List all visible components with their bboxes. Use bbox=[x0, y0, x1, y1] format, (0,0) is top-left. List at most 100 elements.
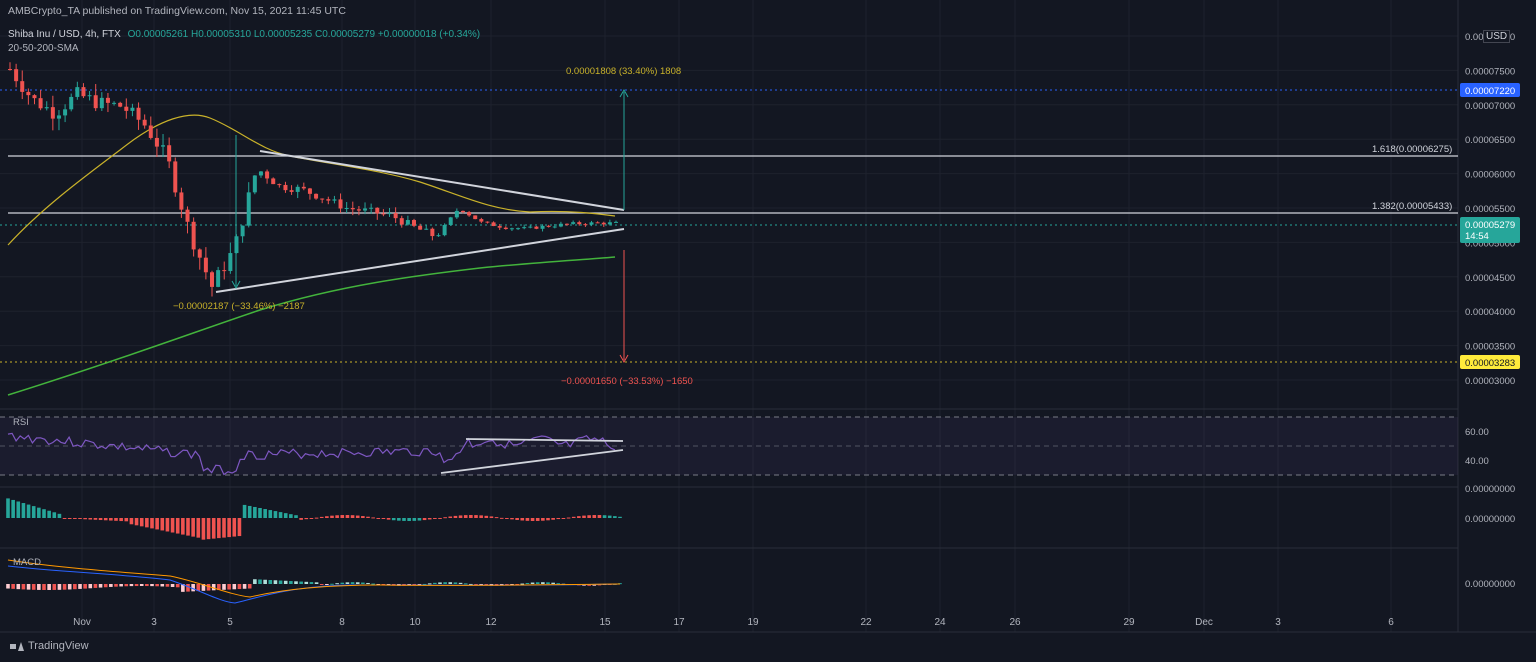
histogram-bar bbox=[335, 515, 339, 518]
macd-bar bbox=[16, 584, 21, 590]
candle-body bbox=[540, 225, 545, 229]
candle-body bbox=[424, 228, 429, 230]
candle-body bbox=[558, 223, 563, 227]
macd-bar bbox=[181, 584, 185, 592]
histogram-bar bbox=[371, 517, 375, 519]
histogram-bar bbox=[561, 518, 566, 519]
histogram-bar bbox=[397, 518, 401, 521]
macd-bar bbox=[217, 584, 221, 591]
histogram-bar bbox=[165, 518, 170, 532]
symbol-name[interactable]: Shiba Inu / USD, 4h, FTX bbox=[8, 29, 121, 40]
macd-bar bbox=[520, 583, 525, 585]
price-tick-label: 0.00007000 bbox=[1465, 101, 1515, 112]
histogram-bar bbox=[319, 516, 324, 518]
macd-label: MACD bbox=[13, 557, 41, 568]
candle-body bbox=[522, 227, 527, 229]
past-drop-annotation: −0.00002187 (−33.46%) −2187 bbox=[173, 301, 305, 312]
histogram-bar bbox=[134, 518, 139, 526]
histogram-bar bbox=[78, 518, 82, 519]
candle-body bbox=[552, 226, 557, 228]
macd-bar bbox=[165, 584, 170, 587]
price-tick-label: 0.00004500 bbox=[1465, 273, 1515, 284]
histogram-bar bbox=[103, 518, 108, 521]
histogram-bar bbox=[469, 515, 473, 518]
macd-bar bbox=[458, 582, 463, 584]
histogram-bar bbox=[6, 498, 10, 518]
histogram-bar bbox=[42, 509, 46, 518]
histogram-bar bbox=[304, 518, 309, 520]
indicator-legend[interactable]: 20-50-200-SMA bbox=[8, 43, 79, 54]
histogram-bar bbox=[21, 503, 26, 518]
candle-body bbox=[142, 119, 147, 126]
macd-bar bbox=[345, 582, 350, 584]
histogram-bar bbox=[520, 518, 525, 521]
candle-body bbox=[265, 171, 270, 179]
histogram-tick-top: 0.00000000 bbox=[1465, 484, 1515, 495]
histogram-bar bbox=[412, 518, 417, 521]
candle-body bbox=[607, 222, 612, 225]
histogram-bar bbox=[607, 515, 612, 518]
candle-body bbox=[332, 199, 337, 201]
candle-body bbox=[75, 87, 80, 97]
macd-bar bbox=[546, 582, 550, 584]
time-tick-label: 5 bbox=[227, 617, 233, 628]
candle-body bbox=[112, 102, 117, 104]
macd-bar bbox=[253, 579, 257, 584]
candle-body bbox=[326, 199, 331, 201]
candle-body bbox=[314, 193, 319, 199]
target-price-tag: 0.00007220 bbox=[1465, 86, 1515, 97]
histogram-bar bbox=[283, 513, 288, 518]
macd-bar bbox=[381, 584, 386, 585]
symbol-title[interactable]: Shiba Inu / USD, 4h, FTX O0.00005261 H0.… bbox=[8, 29, 480, 40]
macd-bar bbox=[309, 582, 314, 584]
triangle-upper-trendline[interactable] bbox=[259, 150, 625, 211]
histogram-bar bbox=[150, 518, 154, 529]
macd-bar bbox=[196, 584, 201, 592]
macd-bar bbox=[109, 584, 113, 587]
candle-body bbox=[295, 186, 300, 192]
macd-bar bbox=[314, 582, 319, 584]
histogram-bar bbox=[592, 515, 597, 518]
macd-bar bbox=[299, 581, 303, 584]
triangle-lower-trendline[interactable] bbox=[215, 228, 625, 293]
histogram-bar bbox=[530, 518, 535, 521]
price-axis[interactable]: 0.000080000.000075000.000070000.00006500… bbox=[1465, 32, 1515, 387]
histogram-bar bbox=[129, 518, 134, 525]
histogram-bar bbox=[422, 518, 427, 521]
rsi-lower-trendline[interactable] bbox=[440, 449, 624, 474]
footer-brand[interactable]: TradingView bbox=[10, 640, 89, 652]
price-tick-label: 0.00005500 bbox=[1465, 204, 1515, 215]
histogram-bar bbox=[299, 518, 303, 520]
macd-bar bbox=[78, 584, 82, 589]
macd-bar bbox=[170, 584, 175, 587]
histogram-bar bbox=[556, 518, 561, 520]
currency-label[interactable]: USD bbox=[1483, 30, 1511, 43]
macd-bar bbox=[448, 582, 453, 584]
rsi-upper-trendline[interactable] bbox=[465, 438, 624, 442]
candle-body bbox=[63, 109, 68, 116]
upside-arrow-head bbox=[619, 88, 629, 98]
stop-price-tag-bg bbox=[1460, 355, 1520, 369]
histogram-bar bbox=[109, 518, 113, 521]
histogram-bar bbox=[73, 518, 77, 519]
candle-body bbox=[369, 207, 374, 209]
candle-body bbox=[614, 221, 618, 223]
macd-bar bbox=[479, 584, 483, 586]
candle-body bbox=[20, 81, 25, 92]
macd-bar bbox=[556, 583, 561, 585]
macd-bar bbox=[6, 584, 10, 589]
candle-body bbox=[118, 102, 123, 107]
macd-bar bbox=[530, 582, 535, 584]
time-axis[interactable]: Nov 3 5 8 10 12 15 17 19 22 24 26 29 Dec 3 6 bbox=[73, 617, 1394, 628]
macd-bar bbox=[335, 583, 339, 585]
candle-body bbox=[418, 225, 423, 230]
histogram-bar bbox=[247, 505, 252, 518]
candle-body bbox=[173, 161, 178, 193]
macd-bar bbox=[361, 582, 365, 584]
histogram-bar bbox=[355, 515, 360, 518]
candle-body bbox=[460, 210, 465, 213]
histogram-bar bbox=[258, 508, 262, 518]
past-drop-arrow-head bbox=[231, 280, 241, 290]
candle-body bbox=[442, 224, 447, 236]
